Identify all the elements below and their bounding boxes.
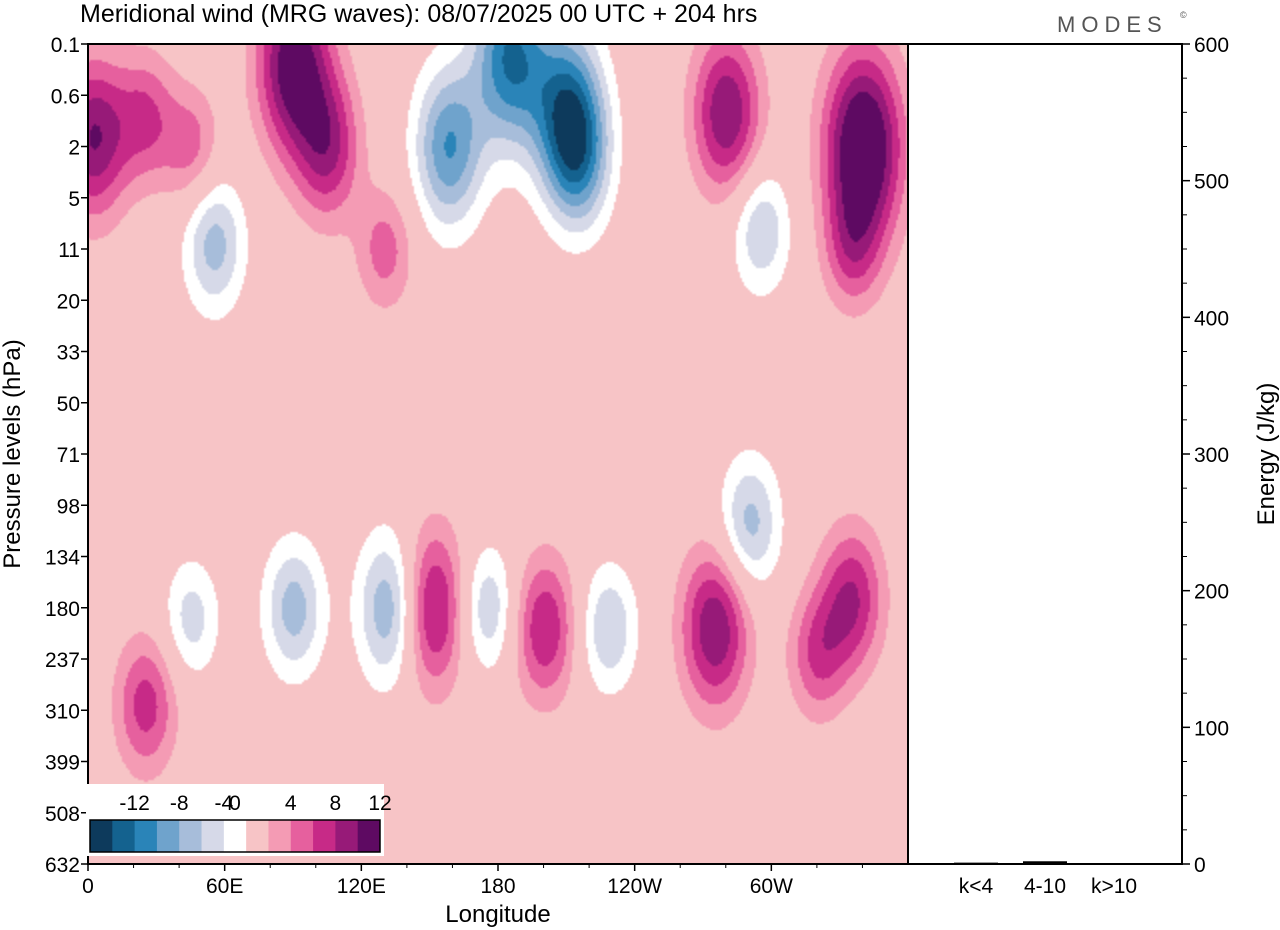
colorbar-tick-label: 4 bbox=[285, 792, 297, 815]
pressure-tick-label: 310 bbox=[45, 700, 80, 723]
energy-axis-label: Energy (J/kg) bbox=[1253, 383, 1280, 526]
pressure-tick-label: 0.1 bbox=[51, 34, 80, 57]
colorbar-tick-label: -4 bbox=[215, 792, 234, 815]
energy-tick-labels: 0 100 200 300 400 500 600 bbox=[1182, 34, 1229, 877]
pressure-tick-label: 0.6 bbox=[51, 85, 80, 108]
colorbar-swatch bbox=[156, 820, 180, 852]
pressure-tick-label: 134 bbox=[45, 547, 80, 570]
longitude-tick-label: 0 bbox=[82, 875, 94, 898]
colorbar-swatch bbox=[179, 820, 203, 852]
energy-tick-label: 200 bbox=[1194, 581, 1229, 604]
logo-mark: © bbox=[1180, 10, 1187, 20]
longitude-tick-label: 60W bbox=[750, 875, 793, 898]
energy-bar bbox=[1023, 861, 1067, 864]
y-axis-label: Pressure levels (hPa) bbox=[0, 339, 26, 568]
pressure-tick-label: 5 bbox=[68, 188, 80, 211]
longitude-tick-labels: 0 60E 120E 180 120W 60W bbox=[82, 875, 793, 898]
longitude-tick-label: 60E bbox=[206, 875, 243, 898]
colorbar: -12 -8 -40 4 8 12 bbox=[86, 784, 392, 856]
colorbar-tick-label: -12 bbox=[119, 792, 149, 815]
energy-bars bbox=[954, 861, 1136, 865]
modes-logo: MODES bbox=[1057, 12, 1168, 37]
energy-tick-label: 0 bbox=[1194, 854, 1206, 877]
energy-category-labels: k<4 4-10 k>10 bbox=[959, 875, 1137, 898]
colorbar-swatch bbox=[201, 820, 225, 852]
energy-category-label: k<4 bbox=[959, 875, 994, 898]
colorbar-swatch bbox=[90, 820, 113, 852]
energy-tick-label: 100 bbox=[1194, 717, 1229, 740]
energy-category-label: 4-10 bbox=[1024, 875, 1066, 898]
colorbar-tick-label: -8 bbox=[170, 792, 189, 815]
x-axis-label: Longitude bbox=[445, 901, 550, 928]
colorbar-swatch bbox=[290, 820, 314, 852]
pressure-tick-label: 50 bbox=[57, 393, 80, 416]
pressure-tick-label: 33 bbox=[57, 342, 80, 365]
colorbar-swatch bbox=[357, 820, 381, 852]
energy-bar bbox=[1092, 863, 1136, 865]
pressure-tick-label: 399 bbox=[45, 752, 80, 775]
pressure-tick-labels: 0.1 0.6 2 5 11 20 33 50 71 98 134 180 237 310 399 508 63… bbox=[45, 34, 80, 877]
chart-title: Meridional wind (MRG waves): 08/07/2025 … bbox=[80, 0, 757, 28]
pressure-tick-label: 98 bbox=[57, 495, 80, 518]
pressure-tick-label: 632 bbox=[45, 854, 80, 877]
contour-panel bbox=[88, 44, 908, 864]
longitude-tick-label: 180 bbox=[480, 875, 515, 898]
colorbar-swatch bbox=[268, 820, 292, 852]
pressure-tick-label: 237 bbox=[45, 649, 80, 672]
colorbar-swatch bbox=[335, 820, 359, 852]
energy-tick-label: 400 bbox=[1194, 307, 1229, 330]
pressure-tick-label: 508 bbox=[45, 803, 80, 826]
energy-tick-label: 300 bbox=[1194, 444, 1229, 467]
colorbar-swatch bbox=[134, 820, 158, 852]
colorbar-frame bbox=[89, 819, 381, 853]
pressure-tick-label: 20 bbox=[57, 290, 80, 313]
longitude-tick-label: 120E bbox=[337, 875, 386, 898]
colorbar-tick-label: 12 bbox=[368, 792, 391, 815]
colorbar-swatch bbox=[223, 820, 247, 852]
colorbar-swatch bbox=[246, 820, 269, 852]
colorbar-swatch bbox=[313, 820, 336, 852]
energy-bar bbox=[954, 862, 998, 864]
colorbar-swatch bbox=[112, 820, 136, 852]
contour-field bbox=[88, 44, 908, 864]
pressure-tick-label: 71 bbox=[57, 444, 80, 467]
longitude-tick-label: 120W bbox=[607, 875, 662, 898]
pressure-tick-label: 180 bbox=[45, 598, 80, 621]
pressure-tick-label: 11 bbox=[58, 239, 80, 262]
colorbar-tick-label: 8 bbox=[330, 792, 342, 815]
energy-tick-label: 500 bbox=[1194, 171, 1229, 194]
colorbar-tick-label: 0 bbox=[229, 792, 241, 815]
energy-frame bbox=[907, 43, 1183, 865]
energy-tick-label: 600 bbox=[1194, 34, 1229, 57]
energy-category-label: k>10 bbox=[1091, 875, 1137, 898]
contour-axis-ticks bbox=[81, 43, 863, 871]
pressure-tick-label: 2 bbox=[68, 137, 80, 160]
